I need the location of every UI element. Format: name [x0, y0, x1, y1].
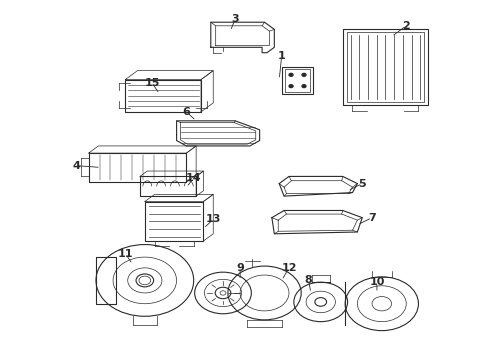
- Circle shape: [289, 85, 293, 87]
- Bar: [282, 67, 314, 94]
- Bar: [140, 176, 196, 196]
- Text: 5: 5: [359, 179, 366, 189]
- Text: 13: 13: [205, 215, 221, 224]
- Text: 12: 12: [281, 263, 297, 273]
- Circle shape: [302, 73, 306, 76]
- Text: 10: 10: [369, 277, 385, 287]
- Bar: [96, 257, 116, 304]
- Bar: [89, 153, 186, 182]
- Bar: [346, 32, 424, 102]
- Text: 11: 11: [118, 248, 133, 258]
- Text: 6: 6: [182, 107, 190, 117]
- Text: 2: 2: [402, 21, 410, 31]
- Bar: [285, 69, 311, 92]
- Bar: [343, 30, 428, 105]
- Bar: [145, 202, 203, 241]
- Circle shape: [302, 85, 306, 87]
- Text: 15: 15: [145, 78, 160, 88]
- Bar: [125, 80, 201, 112]
- Text: 8: 8: [305, 275, 313, 285]
- Text: 4: 4: [73, 161, 80, 171]
- Circle shape: [289, 73, 293, 76]
- Text: 1: 1: [278, 51, 286, 61]
- Text: 9: 9: [236, 263, 244, 273]
- Text: 7: 7: [368, 213, 376, 222]
- Text: 14: 14: [186, 173, 201, 183]
- Text: 3: 3: [231, 14, 239, 24]
